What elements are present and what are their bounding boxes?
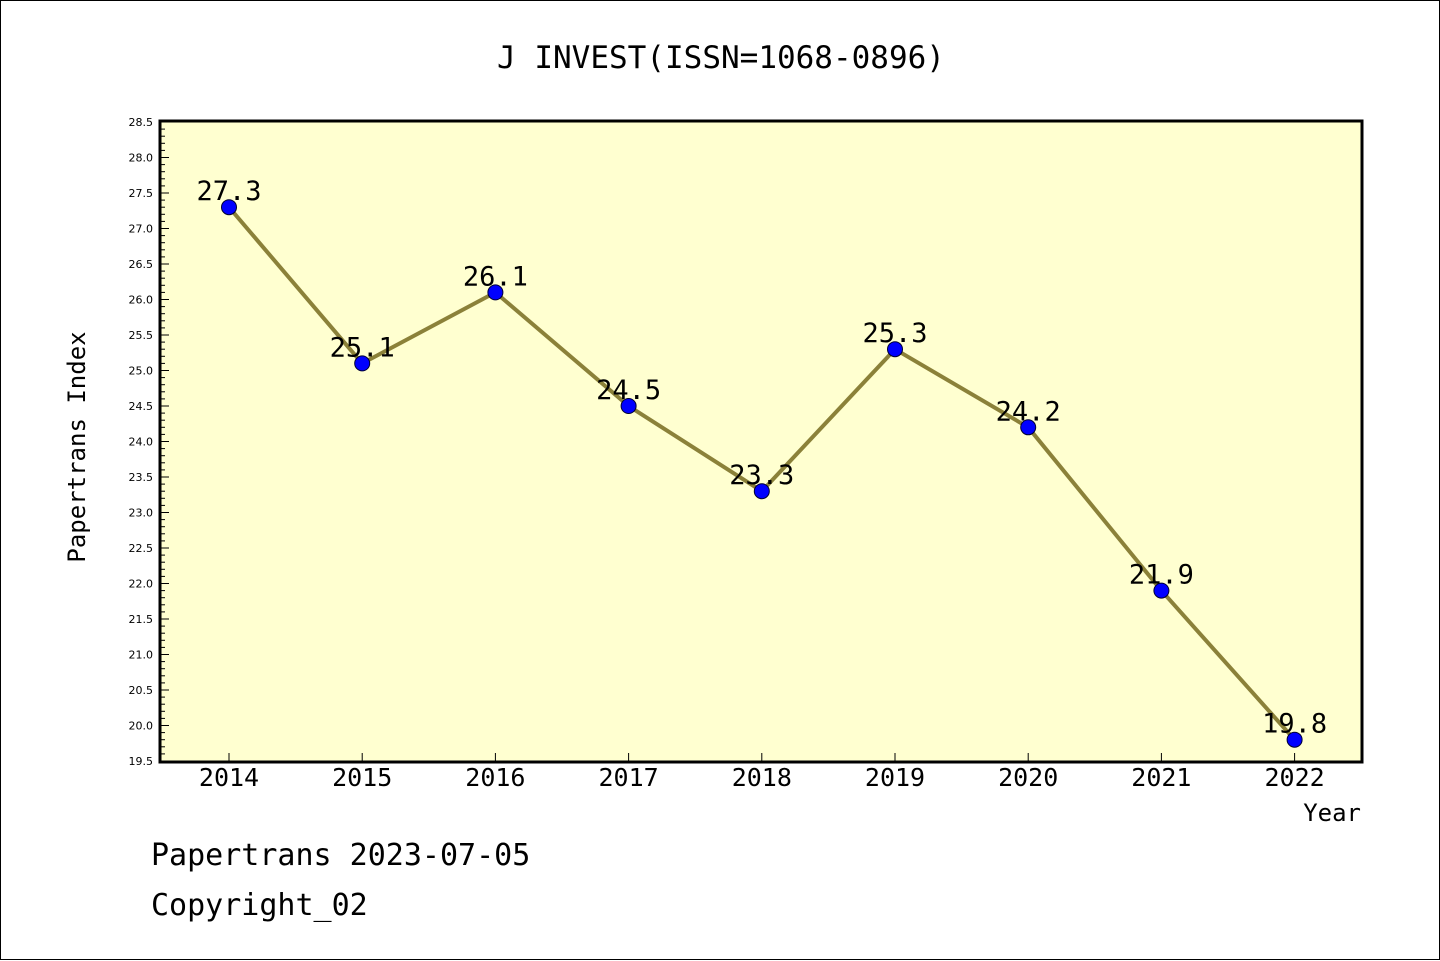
y-tick-label: 21.5 (129, 613, 154, 626)
y-tick-label: 27.5 (129, 187, 154, 200)
footer-copyright: Copyright_02 (151, 888, 368, 923)
plot-area (158, 119, 1364, 764)
data-point (354, 355, 371, 372)
x-tick-label: 2016 (465, 763, 525, 792)
x-tick-label: 2022 (1264, 763, 1324, 792)
data-label: 21.9 (1129, 560, 1194, 591)
chart-title: J INVEST(ISSN=1068-0896) (497, 40, 945, 76)
y-tick-label: 23.0 (129, 507, 154, 520)
x-axis-label: Year (1303, 799, 1361, 827)
data-label: 25.3 (862, 318, 927, 349)
data-label: 25.1 (330, 332, 395, 363)
y-tick-label: 22.5 (129, 542, 154, 555)
y-tick-label: 25.5 (129, 329, 154, 342)
y-tick-label: 20.0 (129, 720, 154, 733)
x-axis: 2014 2015 2016 2017 2018 2019 2020 2021 2022 (199, 753, 1325, 792)
data-label: 26.1 (463, 261, 528, 292)
x-tick-label: 2019 (865, 763, 925, 792)
data-label: 24.2 (996, 396, 1061, 427)
x-tick-label: 2015 (332, 763, 392, 792)
y-tick-label: 19.5 (129, 755, 154, 768)
footer-date: Papertrans 2023-07-05 (151, 838, 530, 873)
data-point (1286, 731, 1303, 748)
x-tick-label: 2018 (732, 763, 792, 792)
y-tick-label: 23.5 (129, 471, 154, 484)
data-point (753, 483, 770, 500)
data-point (620, 398, 637, 414)
y-tick-label: 28.0 (129, 152, 154, 165)
data-point (487, 284, 504, 301)
data-label: 27.3 (196, 176, 261, 207)
y-tick-label: 27.0 (129, 223, 154, 236)
data-labels: 27.3 25.1 26.1 24.5 23.3 25.3 24.2 21.9 19.8 (196, 176, 1327, 740)
y-axis: 19.5 20.0 20.5 21.0 21.5 22.0 22.5 23.0 23.5 24.0… (129, 116, 169, 768)
y-tick-label: 21.0 (129, 649, 154, 662)
x-tick-label: 2014 (199, 763, 259, 792)
data-point (887, 341, 903, 358)
y-tick-label: 26.0 (129, 294, 154, 307)
y-axis-label: Papertrans Index (63, 331, 91, 562)
data-point (1020, 419, 1037, 436)
data-label: 19.8 (1262, 709, 1327, 740)
data-label: 24.5 (596, 375, 661, 406)
x-tick-label: 2020 (998, 763, 1058, 792)
y-tick-label: 28.5 (129, 116, 154, 129)
x-tick-label: 2021 (1131, 763, 1191, 792)
series (221, 199, 1303, 748)
y-tick-label: 24.0 (129, 436, 154, 449)
data-point (221, 199, 237, 216)
x-tick-label: 2017 (598, 763, 658, 792)
y-tick-label: 25.0 (129, 365, 154, 378)
y-tick-label: 20.5 (129, 684, 154, 697)
data-point (1153, 582, 1170, 599)
data-label: 23.3 (729, 460, 794, 491)
y-tick-label: 24.5 (129, 400, 154, 413)
y-tick-label: 26.5 (129, 258, 154, 271)
y-tick-label: 22.0 (129, 578, 154, 591)
